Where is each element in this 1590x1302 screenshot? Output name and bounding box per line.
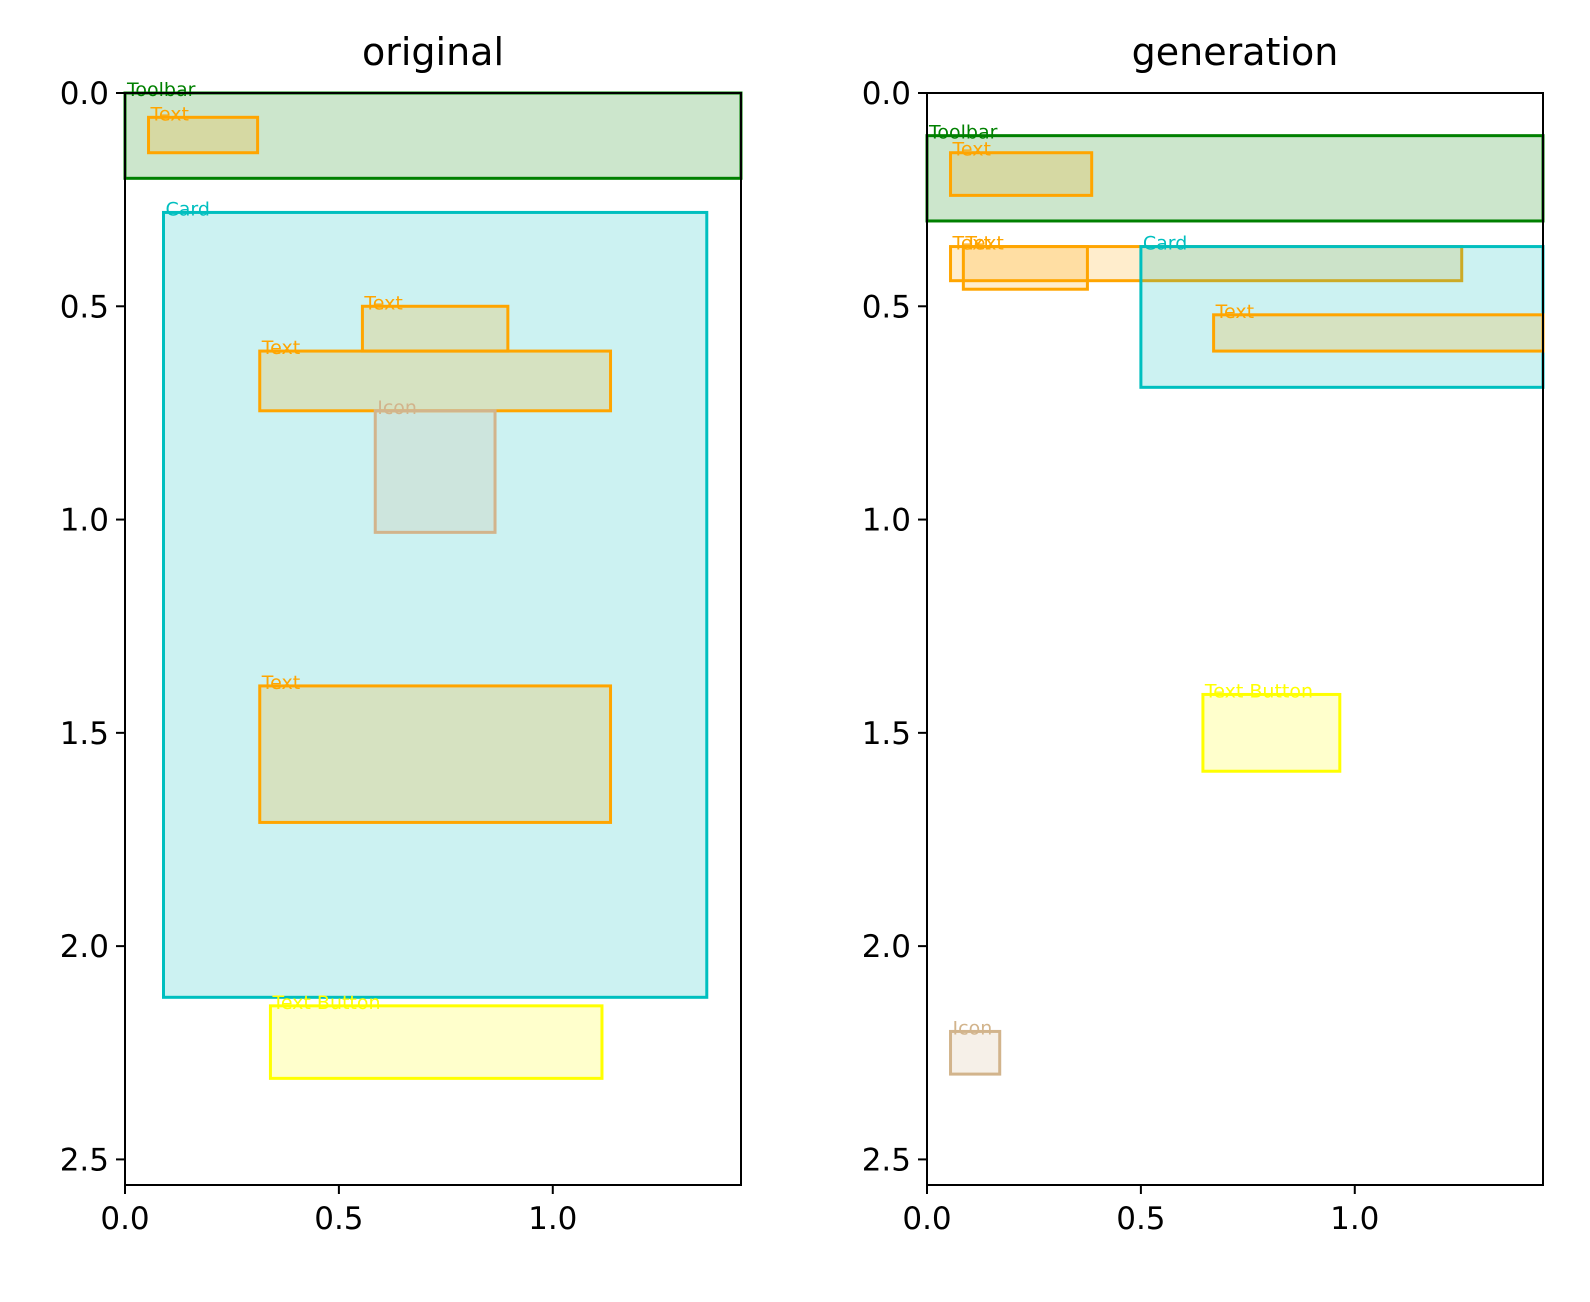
bbox-text bbox=[258, 684, 613, 824]
x-tick-label: 1.0 bbox=[1330, 1201, 1379, 1237]
bbox-text bbox=[1212, 313, 1545, 353]
bbox-icon bbox=[373, 409, 497, 534]
axis-ticks: 0.0 0.5 1.0 0.0 0.5 1.0 1.5 2.0 2.5 bbox=[862, 76, 1380, 1237]
bbox-label: Text bbox=[964, 233, 1003, 255]
axis-ticks: 0.0 0.5 1.0 0.0 0.5 1.0 1.5 2.0 2.5 bbox=[60, 76, 578, 1237]
y-tick-label: 0.0 bbox=[862, 76, 911, 112]
y-tick-label: 0.5 bbox=[60, 289, 109, 325]
y-tick-label: 1.5 bbox=[862, 716, 911, 752]
x-tick-label: 0.0 bbox=[902, 1201, 951, 1237]
bbox-label: Icon bbox=[953, 1017, 993, 1039]
bbox-toolbar bbox=[123, 91, 743, 180]
y-tick-label: 1.0 bbox=[60, 503, 109, 539]
panel-title: generation bbox=[1132, 30, 1339, 74]
y-tick-label: 0.5 bbox=[862, 289, 911, 325]
x-tick-label: 1.0 bbox=[528, 1201, 577, 1237]
y-tick-label: 0.0 bbox=[60, 76, 109, 112]
bbox-label: Card bbox=[1143, 233, 1187, 255]
bbox-label: Toolbar bbox=[928, 122, 998, 144]
bbox-label: Text bbox=[1215, 301, 1254, 323]
panel-original: original ToolbarTextCardTextTextIconText… bbox=[60, 30, 743, 1237]
axes-frame bbox=[926, 92, 1544, 1186]
bbox-text bbox=[949, 245, 1464, 283]
axes-frame bbox=[124, 92, 742, 1186]
y-tick-label: 2.5 bbox=[862, 1142, 911, 1178]
bbox-label: Icon bbox=[377, 397, 417, 419]
bbox-card bbox=[162, 210, 709, 999]
x-tick-label: 0.5 bbox=[314, 1201, 363, 1237]
bbox-label: Card bbox=[166, 198, 210, 220]
bbox-text bbox=[147, 115, 260, 155]
bbox-text-button bbox=[268, 1004, 604, 1080]
panel-title: original bbox=[362, 30, 504, 74]
bbox-text bbox=[949, 151, 1094, 197]
bbox-label: Toolbar bbox=[126, 79, 196, 101]
y-tick-label: 2.0 bbox=[60, 929, 109, 965]
bbox-toolbar bbox=[925, 134, 1545, 223]
y-tick-label: 2.0 bbox=[862, 929, 911, 965]
y-tick-label: 1.0 bbox=[862, 503, 911, 539]
bbox-text bbox=[961, 245, 1089, 291]
bbox-text bbox=[258, 349, 613, 413]
bbox-icon bbox=[949, 1029, 1002, 1076]
bbox-text-button bbox=[1201, 692, 1342, 773]
bbox-label: Text Button bbox=[1204, 680, 1313, 702]
bbox-label: Text bbox=[952, 139, 991, 161]
x-tick-label: 0.5 bbox=[1116, 1201, 1165, 1237]
bbox-label: Text bbox=[261, 337, 300, 359]
bbox-label: Text Button bbox=[271, 992, 380, 1014]
y-tick-label: 1.5 bbox=[60, 716, 109, 752]
bbox-label: Text bbox=[363, 292, 402, 314]
bbox-card bbox=[1139, 245, 1545, 389]
x-tick-label: 0.0 bbox=[100, 1201, 149, 1237]
bbox-label: Text bbox=[952, 233, 991, 255]
bbox-label: Text bbox=[150, 103, 189, 125]
y-tick-label: 2.5 bbox=[60, 1142, 109, 1178]
bbox-label: Text bbox=[261, 672, 300, 694]
